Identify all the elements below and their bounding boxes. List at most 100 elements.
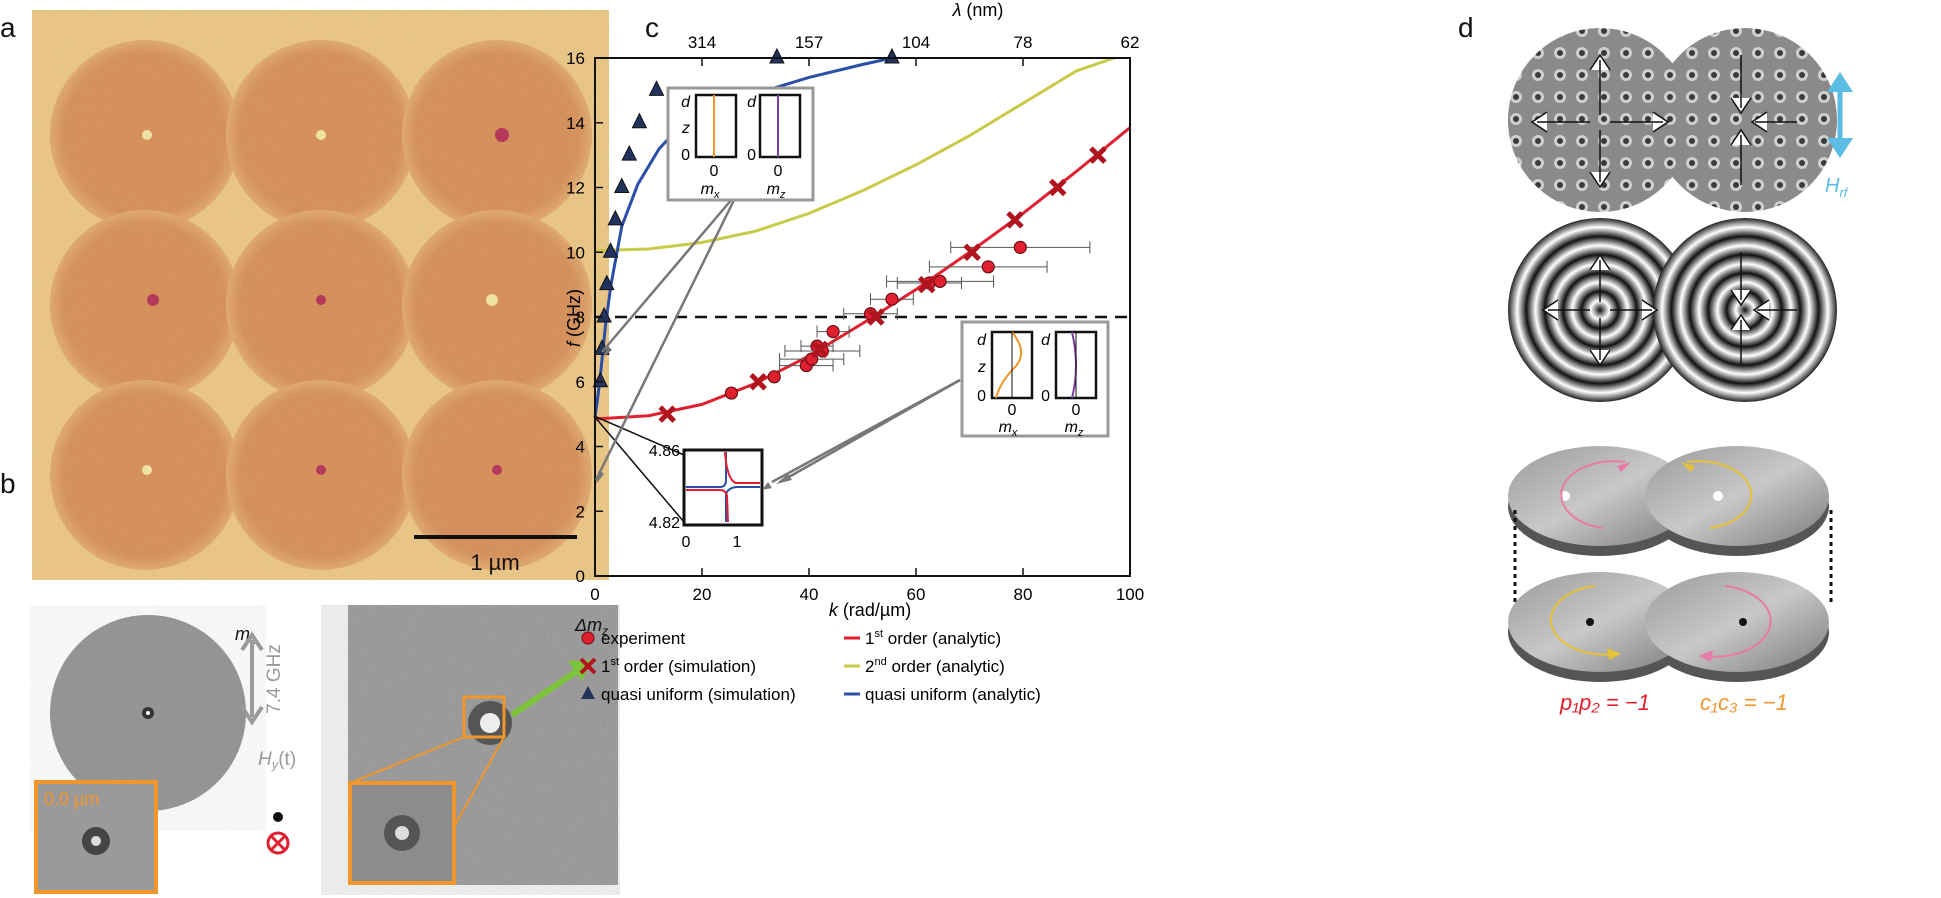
scale-bar-label: 1 µm (470, 550, 519, 575)
legend-circle-marker (581, 631, 595, 645)
chirality-equation: c₁c₃ = −1 (1700, 690, 1788, 715)
experiment-point (885, 292, 899, 306)
experiment-point (981, 260, 995, 274)
top-tick-label: 78 (1014, 33, 1033, 52)
profile-z-label: z (681, 120, 690, 137)
quasi-uniform-point (648, 80, 665, 96)
experiment-point (724, 386, 739, 400)
panel-label-c: c (645, 12, 659, 43)
panel-a-microscopy: 1 µm (32, 10, 609, 580)
profile-mz-label: mz (767, 181, 786, 201)
green-arrow (510, 662, 588, 718)
zoom-xright: 1 (733, 534, 742, 551)
profile-z-label: z (977, 359, 986, 376)
simulation-x-point (1006, 211, 1024, 229)
panel-label-b: b (0, 468, 16, 499)
simulation-x-point (749, 372, 767, 391)
profile-zero-label: 0 (977, 388, 986, 405)
profile-inset-first-order: d d z 0 0 0 0 mx mz (762, 320, 1110, 490)
hrf-label: Hrf (1825, 175, 1849, 200)
top-tick-label: 314 (688, 33, 716, 52)
profile-mz-label: mz (1065, 419, 1084, 439)
profile-zero-label: 0 (710, 163, 719, 180)
profile-d-label: d (1041, 332, 1051, 349)
top-axis-title: λ (nm) (952, 0, 1004, 20)
x-axis-title: k (rad/µm) (829, 600, 911, 620)
y-tick-label: 12 (566, 179, 585, 198)
profile-zero-label: 0 (1041, 388, 1050, 405)
zoom-xleft: 0 (682, 534, 691, 551)
experiment-point (826, 324, 840, 339)
profile-zero-label: 0 (681, 147, 690, 164)
quasi-uniform-point (598, 274, 615, 291)
d-3d-bottom-pair (1508, 572, 1829, 682)
legend-x-marker (579, 657, 597, 675)
dispersion-chart: λ (nm) f (GHz) k (rad/µm) 0 20 40 60 80 10002… (564, 0, 1144, 704)
out-of-plane-dot-icon (273, 812, 283, 822)
y-tick-label: 2 (576, 502, 585, 521)
x-tick-label: 60 (907, 585, 926, 604)
top-tick-label: 157 (795, 33, 823, 52)
plot-frame (594, 57, 1131, 577)
panel-b-images: mz 0.0 µm 7.4 GHz Hy(t) Δmz (34, 605, 618, 894)
zoom-ytop: 4.86 (649, 443, 680, 460)
profile-zero-label: 0 (747, 147, 756, 164)
profile-d-label: d (977, 332, 987, 349)
profile-zero-label: 0 (774, 163, 783, 180)
chart-legend: experiment 1st order (analytic) 1st order … (579, 628, 1041, 704)
top-tick-label: 62 (1121, 33, 1140, 52)
profile-d-label: d (747, 94, 757, 111)
inset-time-label: 0.0 µm (44, 789, 99, 809)
x-tick-label: 80 (1014, 585, 1033, 604)
panel-d-illustrations: Hrf p₁p₂ = −1 c₁c₃ = −1 (1508, 28, 1853, 715)
d-top-arrows (1530, 53, 1797, 189)
quasi-uniform-point (631, 112, 648, 129)
quasi-uniform-point (596, 306, 612, 323)
top-tick-label: 104 (902, 33, 930, 52)
simulation-x-point (1089, 146, 1107, 164)
series-line-2nd-order-analytic- (594, 56, 1115, 253)
experiment-point (1013, 240, 1027, 254)
d-mid-arrows (1541, 252, 1797, 367)
dmz-zoom-box (462, 695, 506, 739)
freq-label: 7.4 GHz (264, 644, 285, 714)
disc-grid (50, 40, 592, 570)
simulation-x-point (810, 340, 829, 359)
legend-label: experiment (601, 629, 685, 648)
legend-label: quasi uniform (analytic) (865, 685, 1041, 704)
panel-label-d: d (1458, 12, 1474, 43)
series-line-1st-order-analytic- (594, 126, 1131, 421)
y-tick-label: 14 (566, 114, 585, 133)
panel-label-a: a (0, 12, 16, 43)
disc (50, 210, 240, 400)
profile-zero-label: 0 (1072, 402, 1081, 419)
field-label: Hy(t) (258, 749, 296, 772)
experiment-point (933, 274, 947, 288)
quasi-uniform-point (592, 371, 609, 388)
experiment-point (767, 370, 781, 384)
polarity-equation: p₁p₂ = −1 (1559, 690, 1650, 715)
simulation-x-point (1049, 178, 1067, 197)
simulation-x-point (963, 243, 981, 262)
d-top-left-disc (1508, 28, 1692, 212)
simulation-x-point (917, 275, 936, 294)
quasi-uniform-point (607, 209, 624, 226)
y-tick-label: 8 (576, 308, 585, 327)
y-axis-title: f (GHz) (564, 289, 584, 347)
legend-label: quasi uniform (simulation) (601, 685, 796, 704)
y-tick-label: 4 (576, 438, 585, 457)
zoom-ybottom: 4.82 (649, 515, 680, 532)
x-tick-label: 20 (693, 585, 712, 604)
quasi-uniform-point (602, 242, 619, 258)
profile-inset-frame (666, 86, 815, 202)
d-mid-right-disc (1653, 218, 1837, 402)
profile-inset-quasi-uniform: d d z 0 0 0 0 mx mz (594, 86, 815, 484)
legend-triangle-marker (581, 686, 595, 699)
profile-inset-frame (960, 320, 1110, 438)
quasi-uniform-point (769, 47, 785, 64)
x-tick-label: 100 (1116, 585, 1144, 604)
y-tick-label: 6 (576, 373, 585, 392)
x-tick-label: 0 (590, 585, 599, 604)
quasi-uniform-point (613, 177, 630, 193)
simulation-x-point (867, 308, 885, 326)
